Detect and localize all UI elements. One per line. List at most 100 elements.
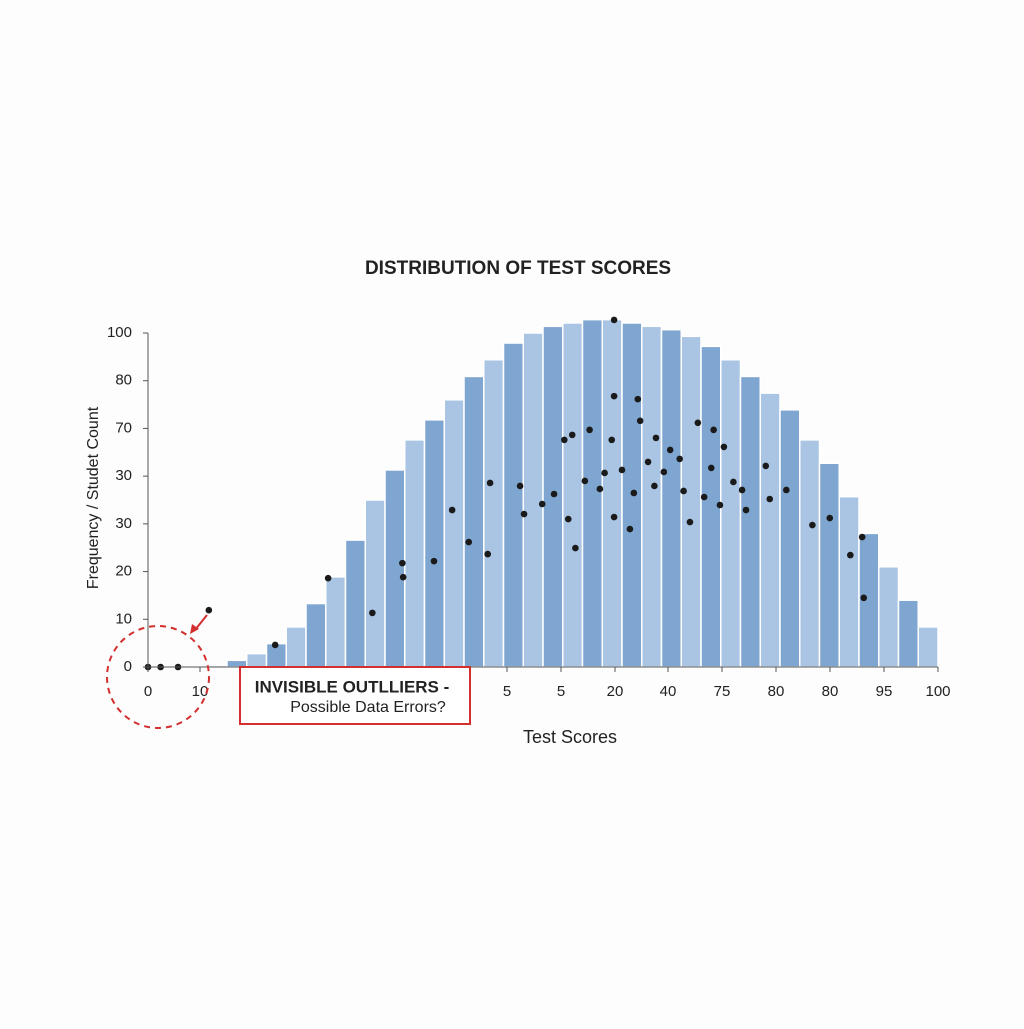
y-tick-label: 0 [124,658,132,675]
y-tick-label: 30 [115,515,132,532]
scatter-point [550,490,558,498]
scatter-point [271,641,279,649]
x-tick-label: 20 [607,683,624,700]
y-tick-label: 10 [115,610,132,627]
scatter-point [572,544,579,552]
bar [660,328,682,668]
bar [720,358,742,668]
bar [581,318,603,668]
y-tick-label: 20 [115,563,132,580]
chart-title: DISTRIBUTION OF TEST SCORES [365,258,671,279]
bar [404,439,426,668]
bar [779,409,801,668]
bar [502,342,524,668]
y-axis-label: Frequency / Studet Count [85,406,102,589]
x-tick-label: 100 [925,683,950,700]
scatter-point [610,316,618,324]
scatter-point [636,417,644,425]
scatter-point [634,395,642,403]
x-tick-label: 10 [192,683,209,700]
scatter-point [710,426,717,434]
scatter-point [783,486,790,494]
scatter-point [858,533,866,541]
bar [739,375,761,668]
scatter-point [601,469,608,477]
scatter-point [610,513,618,521]
bar [344,539,366,668]
scatter-point [730,478,737,486]
y-tick-label: 80 [115,372,132,389]
annotation-text: Possible Data Errors? [290,699,446,716]
bar [364,499,386,668]
scatter-point [564,515,572,523]
annotation-title: INVISIBLE OUTLLIERS - [255,677,450,696]
bar [897,599,919,668]
bar [799,439,821,668]
bar [246,652,268,668]
bar [522,332,544,668]
scatter-point [676,455,683,463]
scatter-point [626,525,634,533]
annotation-box [239,666,471,725]
scatter-point [484,550,492,558]
scatter-point [630,489,638,497]
bar [759,392,781,668]
bar [917,626,939,668]
y-tick-label: 100 [107,324,132,341]
bar [483,358,505,668]
scatter-point [520,510,528,518]
bar [285,626,307,668]
bar [443,399,465,668]
bar [423,419,445,668]
bar [305,602,327,668]
scatter-point [660,468,668,476]
scatter-point [581,477,589,485]
scatter-point [766,495,774,503]
x-tick-label: 95 [876,683,893,700]
scatter-point [720,443,728,451]
scatter-point [680,487,687,495]
x-tick-label: 75 [714,683,731,700]
x-tick-label: 5 [503,683,511,700]
y-tick-label: 70 [115,419,132,436]
bar [680,335,702,668]
scatter-point [369,609,376,617]
y-tick-label: 30 [115,467,132,484]
x-tick-label: 40 [660,683,677,700]
x-axis-label: Test Scores [523,727,617,747]
scatter-point [694,419,702,427]
scatter-point [586,426,593,434]
bar [838,495,860,668]
arrow-head [190,624,199,634]
scatter-point [716,501,724,509]
scatter-point [561,436,568,444]
scatter-point [618,466,626,474]
x-tick-label: 5 [557,683,565,700]
scatter-point [324,574,332,582]
bar [226,659,248,668]
scatter-point [399,559,406,567]
scatter-point [486,479,494,487]
bar [641,325,663,668]
scatter-point [538,500,546,508]
scatter-point [399,573,407,581]
scatter-point [465,538,473,546]
scatter-point [568,431,576,439]
scatter-point [847,551,854,559]
scatter-point [826,514,834,522]
bar [463,375,485,668]
scatter-point [860,594,868,602]
scatter-point [686,518,694,526]
scatter-point [809,521,816,529]
scatter-point [596,485,604,493]
scatter-point [742,506,750,514]
scatter-point [700,493,708,501]
bar [818,462,840,668]
scatter-point [205,606,213,614]
scatter-point [448,506,456,514]
scatter-point [516,482,524,490]
x-tick-label: 80 [768,683,785,700]
bar [878,566,900,668]
bar [325,576,347,668]
